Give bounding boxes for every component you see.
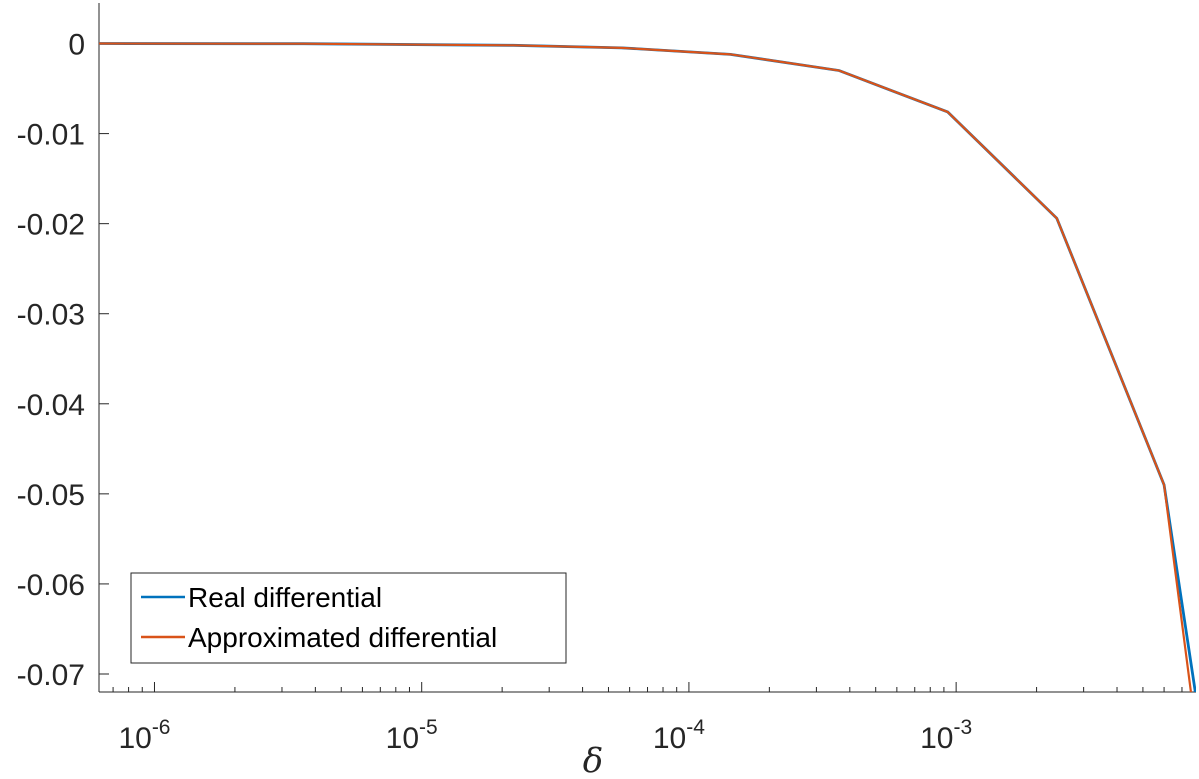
ticks: 0 -0.01 -0.02 -0.03 -0.04 -0.05 -0.06 -0.07 10-6…	[17, 29, 1183, 755]
x-tick-label: 10-3	[920, 716, 972, 755]
series	[99, 42, 1196, 692]
x-tick-label: 10-5	[386, 716, 438, 755]
x-tick-label: 10-4	[653, 716, 705, 755]
legend: Real differential Approximated differenti…	[130, 572, 567, 664]
y-tick-label: 0	[68, 29, 85, 62]
y-tick-label: -0.03	[17, 299, 85, 332]
legend-box	[130, 572, 567, 664]
y-tick-label: -0.02	[17, 209, 85, 242]
x-tick-label: 10-6	[118, 716, 170, 755]
y-tick-label: -0.05	[17, 479, 85, 512]
x-axis-label: δ	[583, 741, 603, 779]
y-tick-label: -0.01	[17, 119, 85, 152]
legend-label-1: Real differential	[188, 582, 382, 613]
y-tick-label: -0.06	[17, 569, 85, 602]
y-tick-label: -0.07	[17, 659, 85, 692]
series-line-2	[99, 42, 1193, 692]
y-tick-label: -0.04	[17, 389, 85, 422]
legend-label-2: Approximated differential	[188, 622, 497, 653]
